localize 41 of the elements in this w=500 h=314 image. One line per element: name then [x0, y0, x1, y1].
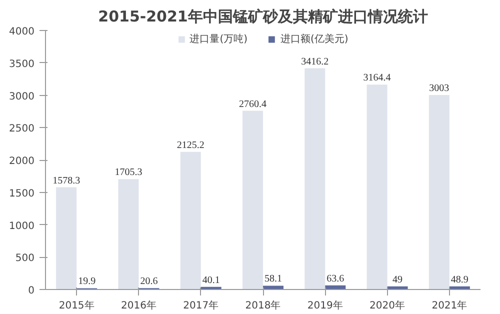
data-label: 1578.3 — [52, 175, 80, 186]
x-tick-label: 2016年 — [120, 300, 156, 312]
bar — [242, 110, 263, 290]
y-tick-label: 500 — [15, 253, 35, 264]
bar — [180, 152, 201, 290]
bar — [263, 286, 284, 290]
x-tick-label: 2018年 — [245, 300, 281, 312]
y-tick-label: 1500 — [9, 188, 35, 200]
y-tick-label: 3500 — [9, 58, 35, 70]
data-label: 2125.2 — [176, 140, 204, 151]
data-label: 40.1 — [202, 274, 220, 286]
x-tick-label: 2019年 — [307, 300, 343, 312]
chart-title: 2015-2021年中国锰矿砂及其精矿进口情况统计 — [98, 8, 428, 26]
x-tick-label: 2017年 — [183, 300, 219, 312]
x-tick-label: 2015年 — [58, 300, 94, 312]
bar — [428, 95, 450, 290]
y-tick-label: 0 — [28, 286, 35, 296]
bar — [366, 84, 388, 290]
data-label: 63.6 — [326, 273, 344, 284]
data-label: 49 — [392, 274, 403, 286]
data-label: 48.9 — [450, 274, 468, 286]
data-label: 20.6 — [140, 276, 158, 288]
y-tick-label: 3000 — [9, 91, 35, 102]
y-tick-label: 2000 — [9, 156, 35, 167]
bar — [56, 187, 77, 290]
y-tick-label: 4000 — [9, 26, 35, 38]
data-label: 3164.4 — [363, 72, 391, 84]
y-tick-label: 1000 — [9, 220, 35, 232]
data-label: 1705.3 — [114, 167, 142, 178]
data-label: 58.1 — [264, 274, 282, 285]
bar — [118, 179, 139, 290]
x-tick-label: 2020年 — [370, 300, 406, 312]
data-label: 19.9 — [78, 276, 96, 288]
data-label: 3416.2 — [301, 56, 329, 68]
bar — [304, 68, 326, 290]
data-label: 3003 — [429, 83, 450, 94]
x-tick-label: 2021年 — [432, 300, 468, 312]
data-label: 2760.4 — [238, 98, 266, 110]
legend-label: 进口额(亿美元) — [280, 32, 348, 46]
legend-label: 进口量(万吨) — [190, 32, 248, 46]
y-tick-label: 2500 — [9, 124, 35, 135]
